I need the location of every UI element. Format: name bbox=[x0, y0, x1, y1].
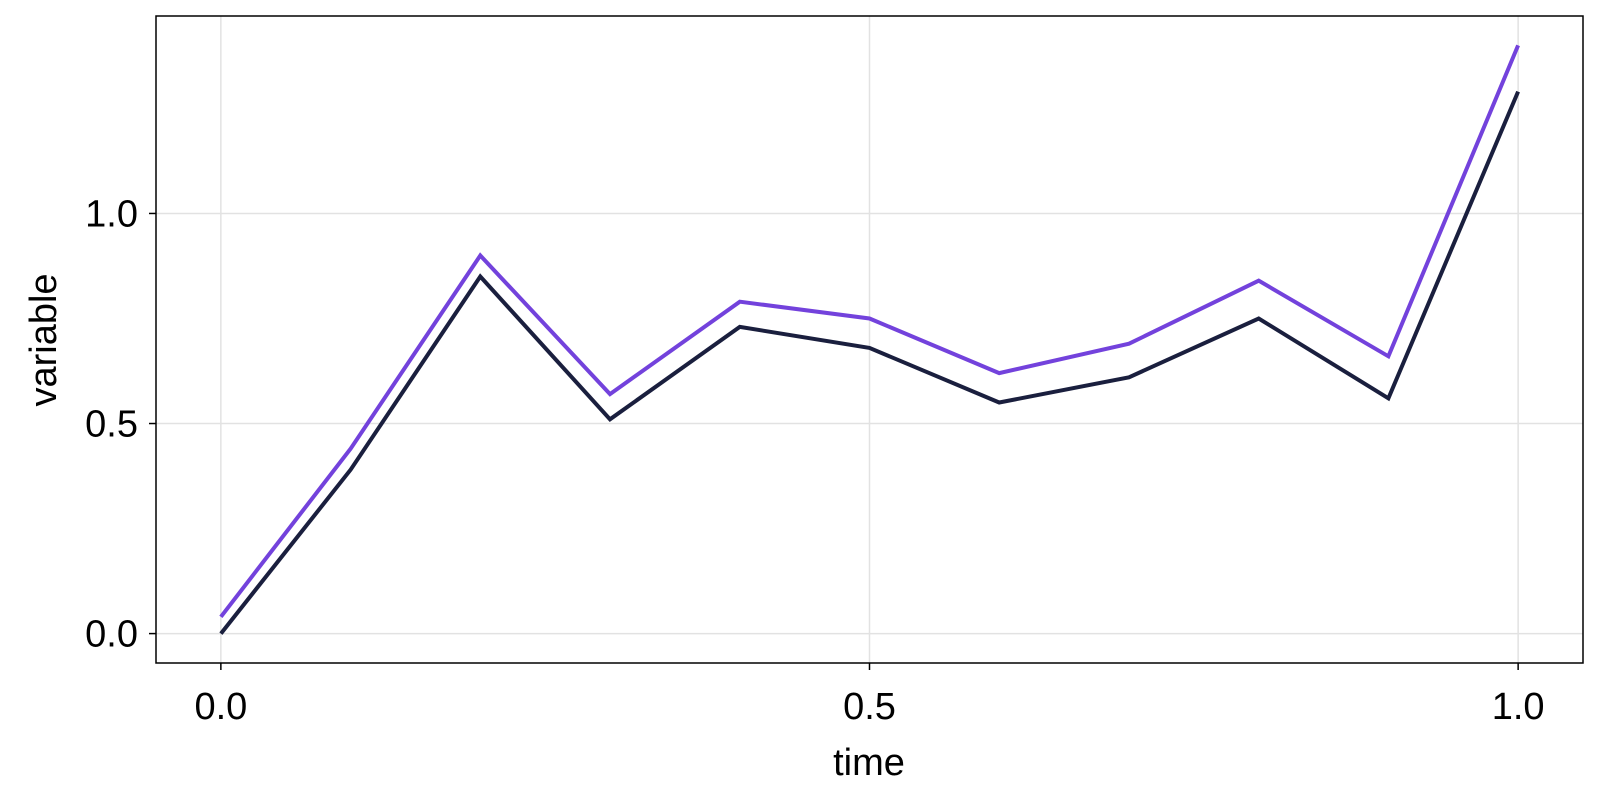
y-axis-title: variable bbox=[23, 273, 65, 406]
y-tick-label: 0.5 bbox=[85, 404, 138, 446]
y-tick-label: 1.0 bbox=[85, 193, 138, 235]
x-tick-label: 0.0 bbox=[194, 686, 247, 728]
x-tick-label: 0.5 bbox=[843, 686, 896, 728]
series-line-2 bbox=[219, 44, 1520, 619]
x-tick-label: 1.0 bbox=[1492, 686, 1545, 728]
grid-lines bbox=[156, 16, 1583, 663]
y-tick-label: 0.0 bbox=[85, 614, 138, 656]
x-axis-title: time bbox=[833, 742, 905, 784]
series-lines bbox=[219, 44, 1520, 635]
axis-ticks: 0.0 0.5 1.0 0.0 0.5 1.0 bbox=[85, 193, 1544, 728]
series-line-1 bbox=[219, 90, 1520, 635]
